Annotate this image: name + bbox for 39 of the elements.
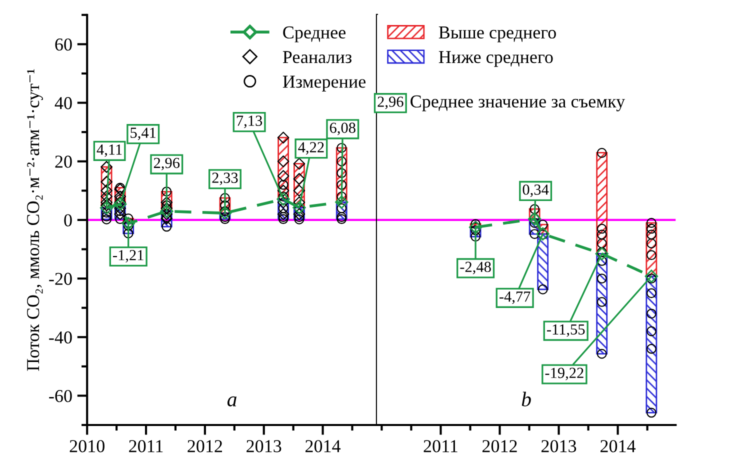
data-label: -2,48	[460, 262, 491, 274]
annotation: b	[522, 392, 531, 406]
x-tick-label: 2011	[129, 440, 163, 452]
x-tick-label: 2013	[246, 440, 282, 452]
x-tick-label: 2014	[306, 440, 341, 452]
data-label: -19,22	[545, 368, 584, 380]
y-tick-label: 40	[54, 97, 72, 110]
legend-label: Измерение	[282, 76, 366, 92]
x-tick-label: 2013	[542, 440, 576, 452]
data-label: 6,08	[330, 122, 356, 136]
y-tick-label: 60	[55, 38, 72, 51]
x-tick-label: 2011	[424, 440, 458, 452]
y-tick-label: -20	[49, 272, 72, 285]
x-tick-label: 2012	[482, 440, 517, 452]
legend-label: Выше среднего	[438, 26, 556, 42]
y-tick-label: 0	[64, 214, 72, 226]
data-label: 4,22	[298, 142, 324, 155]
data-label: 0,34	[522, 184, 549, 197]
y-axis-title: Поток CO₂, ммоль CO₂·м⁻²·атм⁻¹·сут⁻¹	[27, 69, 43, 371]
annotation: a	[227, 396, 236, 406]
data-label: 7,13	[236, 116, 262, 128]
y-tick-label: -60	[49, 390, 72, 402]
data-label: 2,33	[212, 172, 238, 186]
data-label: -1,21	[113, 250, 144, 263]
data-label: -11,55	[546, 324, 585, 337]
data-label: 4,11	[96, 144, 122, 157]
legend-label: Реанализ	[282, 51, 352, 64]
y-tick-label: -40	[49, 331, 72, 344]
annotation: Среднее значение за съемку	[410, 95, 626, 112]
x-tick-label: 2014	[600, 440, 636, 452]
data-label: 2,96	[154, 158, 180, 170]
x-tick-label: 2012	[188, 440, 222, 452]
annotation: 2,96	[378, 96, 404, 110]
data-label: 5,41	[130, 128, 156, 140]
data-label: -4,77	[499, 292, 530, 304]
x-tick-label: 2010	[70, 440, 104, 452]
legend-label: Среднее	[283, 26, 346, 42]
legend-label: Ниже среднего	[438, 51, 553, 67]
y-tick-label: 20	[55, 156, 72, 168]
